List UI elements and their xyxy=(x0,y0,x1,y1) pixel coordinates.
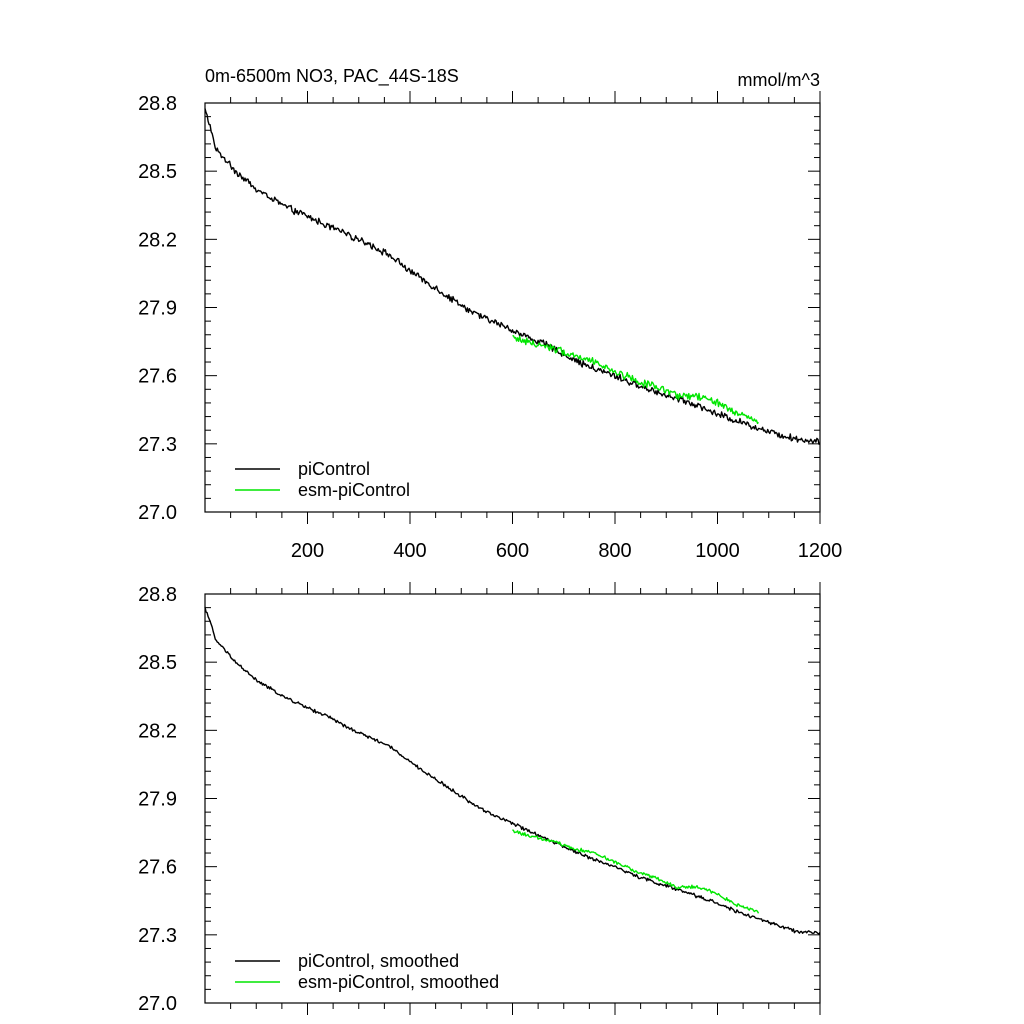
series-line-picontrol-smoothed xyxy=(204,606,821,935)
y-tick-label: 27.6 xyxy=(138,857,177,879)
y-tick-label: 27.3 xyxy=(138,925,177,947)
y-tick-label: 28.2 xyxy=(138,229,177,251)
x-tick-label: 200 xyxy=(291,540,324,562)
x-tick-label: 400 xyxy=(393,540,426,562)
legend-label: piControl xyxy=(298,459,370,479)
y-tick-label: 27.3 xyxy=(138,434,177,456)
panel-bottom: 27.0 27.3 27.6 27.9 28.2 28.5 28.8 piControl, s… xyxy=(138,582,821,1015)
series-line-esm-picontrol xyxy=(512,335,759,425)
legend-label: esm-piControl xyxy=(298,480,410,500)
legend-label: esm-piControl, smoothed xyxy=(298,972,499,992)
plot-frame xyxy=(204,102,821,513)
plot-frame xyxy=(204,593,821,1004)
x-tick-label: 1000 xyxy=(695,540,740,562)
y-tick-label: 27.0 xyxy=(138,993,177,1015)
chart-title: 0m-6500m NO3, PAC_44S-18S xyxy=(205,66,459,87)
panel-top: 27.0 27.3 27.6 27.9 28.2 28.5 28.8 200 400 600 800… xyxy=(138,91,842,562)
series-line-esm-picontrol-smoothed xyxy=(512,829,760,914)
y-tick-label: 28.5 xyxy=(138,652,177,674)
y-tick-label: 27.9 xyxy=(138,789,177,811)
x-tick-label: 600 xyxy=(496,540,529,562)
y-tick-label: 27.6 xyxy=(138,366,177,388)
series-line-picontrol xyxy=(204,108,821,445)
x-tick-label: 800 xyxy=(598,540,631,562)
y-tick-label: 28.2 xyxy=(138,720,177,742)
y-tick-label: 27.9 xyxy=(138,298,177,320)
x-tick-label: 1200 xyxy=(798,540,843,562)
legend-label: piControl, smoothed xyxy=(298,951,459,971)
y-tick-label: 28.5 xyxy=(138,161,177,183)
y-tick-label: 28.8 xyxy=(138,584,177,606)
y-tick-label: 27.0 xyxy=(138,502,177,524)
y-tick-label: 28.8 xyxy=(138,93,177,115)
units-label: mmol/m^3 xyxy=(738,70,820,90)
